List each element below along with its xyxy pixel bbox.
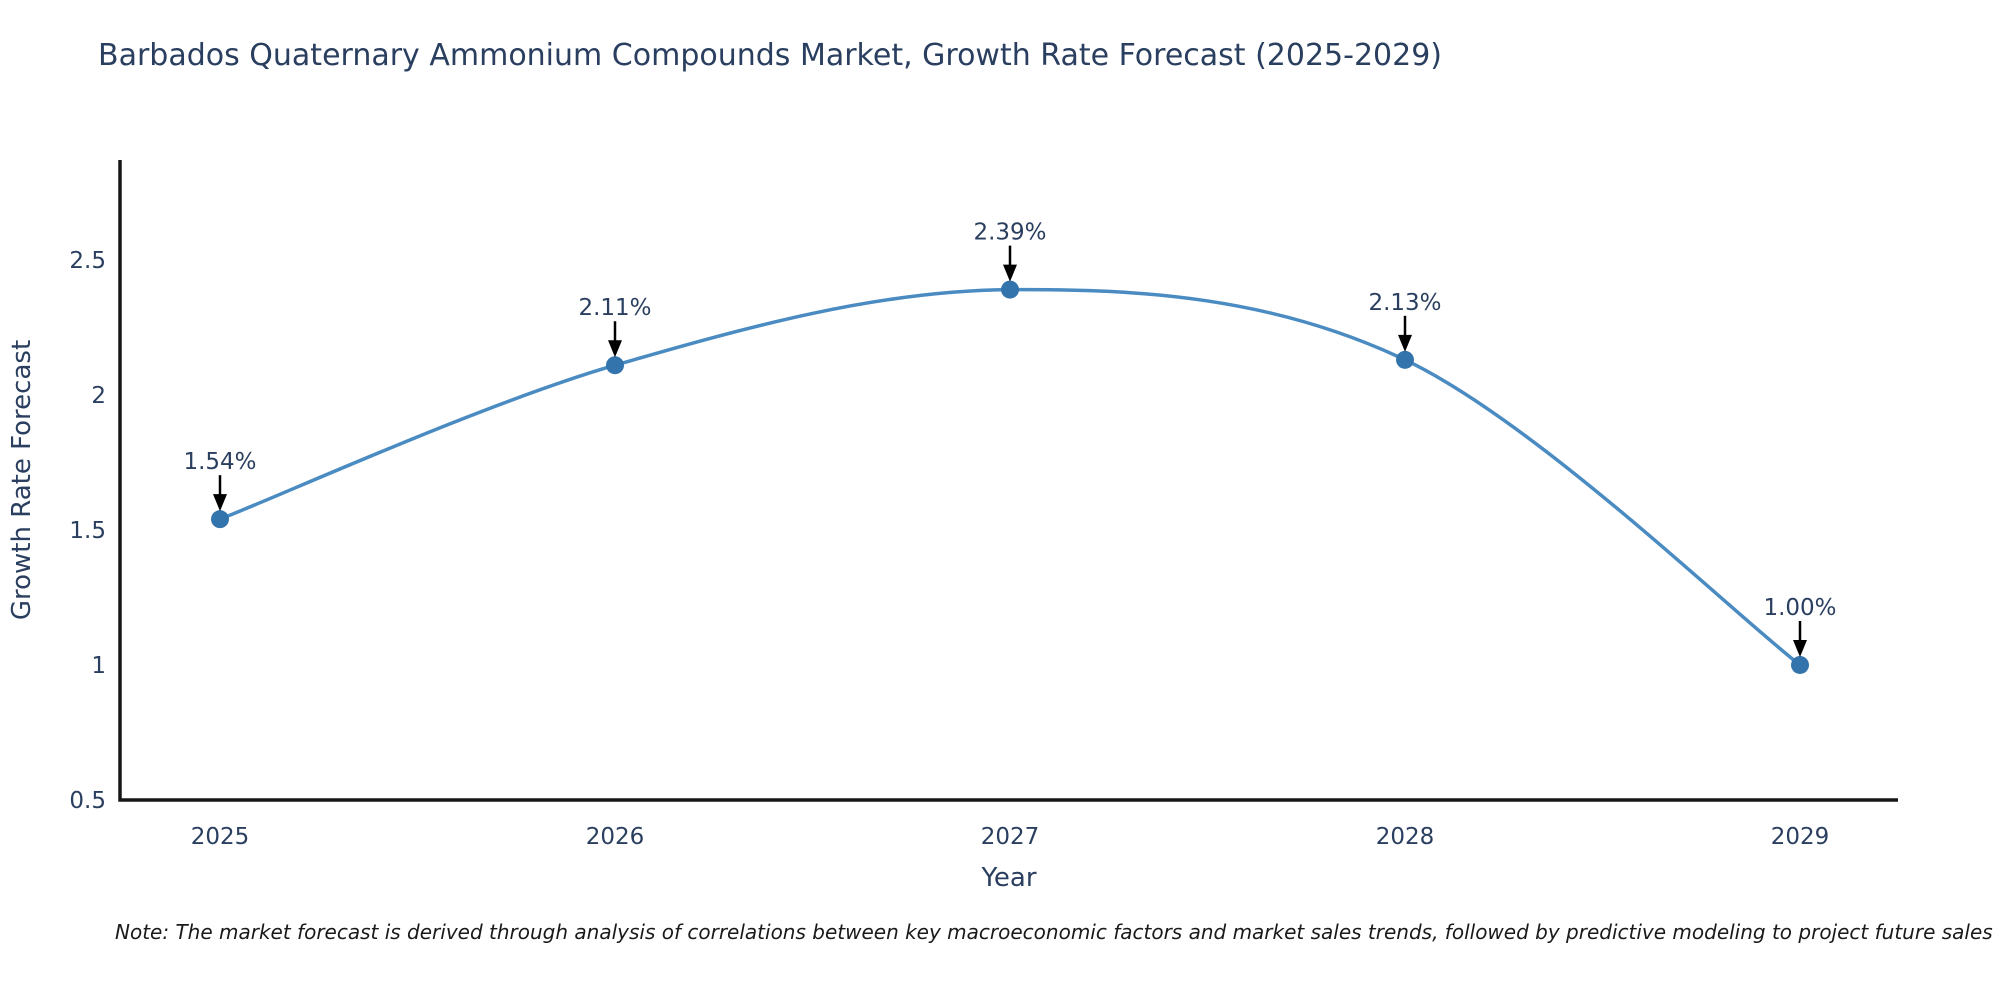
data-point-marker xyxy=(211,510,229,529)
point-annotation: 2.39% xyxy=(973,220,1046,246)
axis-lines xyxy=(118,160,1898,802)
point-annotation: 1.00% xyxy=(1763,595,1836,621)
annotation-arrowhead-icon xyxy=(213,494,227,512)
annotation-arrowhead-icon xyxy=(1793,639,1807,657)
data-point-marker xyxy=(1001,280,1019,299)
point-annotation: 2.13% xyxy=(1368,290,1441,316)
point-annotation: 1.54% xyxy=(183,449,256,475)
chart-footnote: Note: The market forecast is derived thr… xyxy=(115,920,1993,944)
annotation-arrowhead-icon xyxy=(1003,264,1017,282)
x-tick-label: 2025 xyxy=(191,824,250,850)
x-tick-label: 2026 xyxy=(586,824,645,850)
x-axis-title: Year xyxy=(980,863,1036,893)
point-annotation: 2.11% xyxy=(578,295,651,321)
chart-title: Barbados Quaternary Ammonium Compounds M… xyxy=(98,38,1443,73)
annotation-arrowhead-icon xyxy=(608,340,622,358)
y-tick-label: 2.5 xyxy=(69,248,106,274)
annotation-arrowhead-icon xyxy=(1398,334,1412,352)
x-tick-label: 2029 xyxy=(1771,824,1830,850)
x-tick-label: 2027 xyxy=(981,824,1040,850)
y-tick-label: 1.5 xyxy=(69,518,106,544)
y-tick-label: 2 xyxy=(91,383,106,409)
data-point-marker xyxy=(606,356,624,375)
data-point-marker xyxy=(1791,655,1809,674)
y-tick-label: 1 xyxy=(91,653,106,679)
y-axis-title: Growth Rate Forecast xyxy=(7,340,37,620)
y-tick-label: 0.5 xyxy=(69,788,106,814)
trend-line xyxy=(218,287,1802,667)
data-point-marker xyxy=(1396,350,1414,369)
x-tick-label: 2028 xyxy=(1376,824,1435,850)
